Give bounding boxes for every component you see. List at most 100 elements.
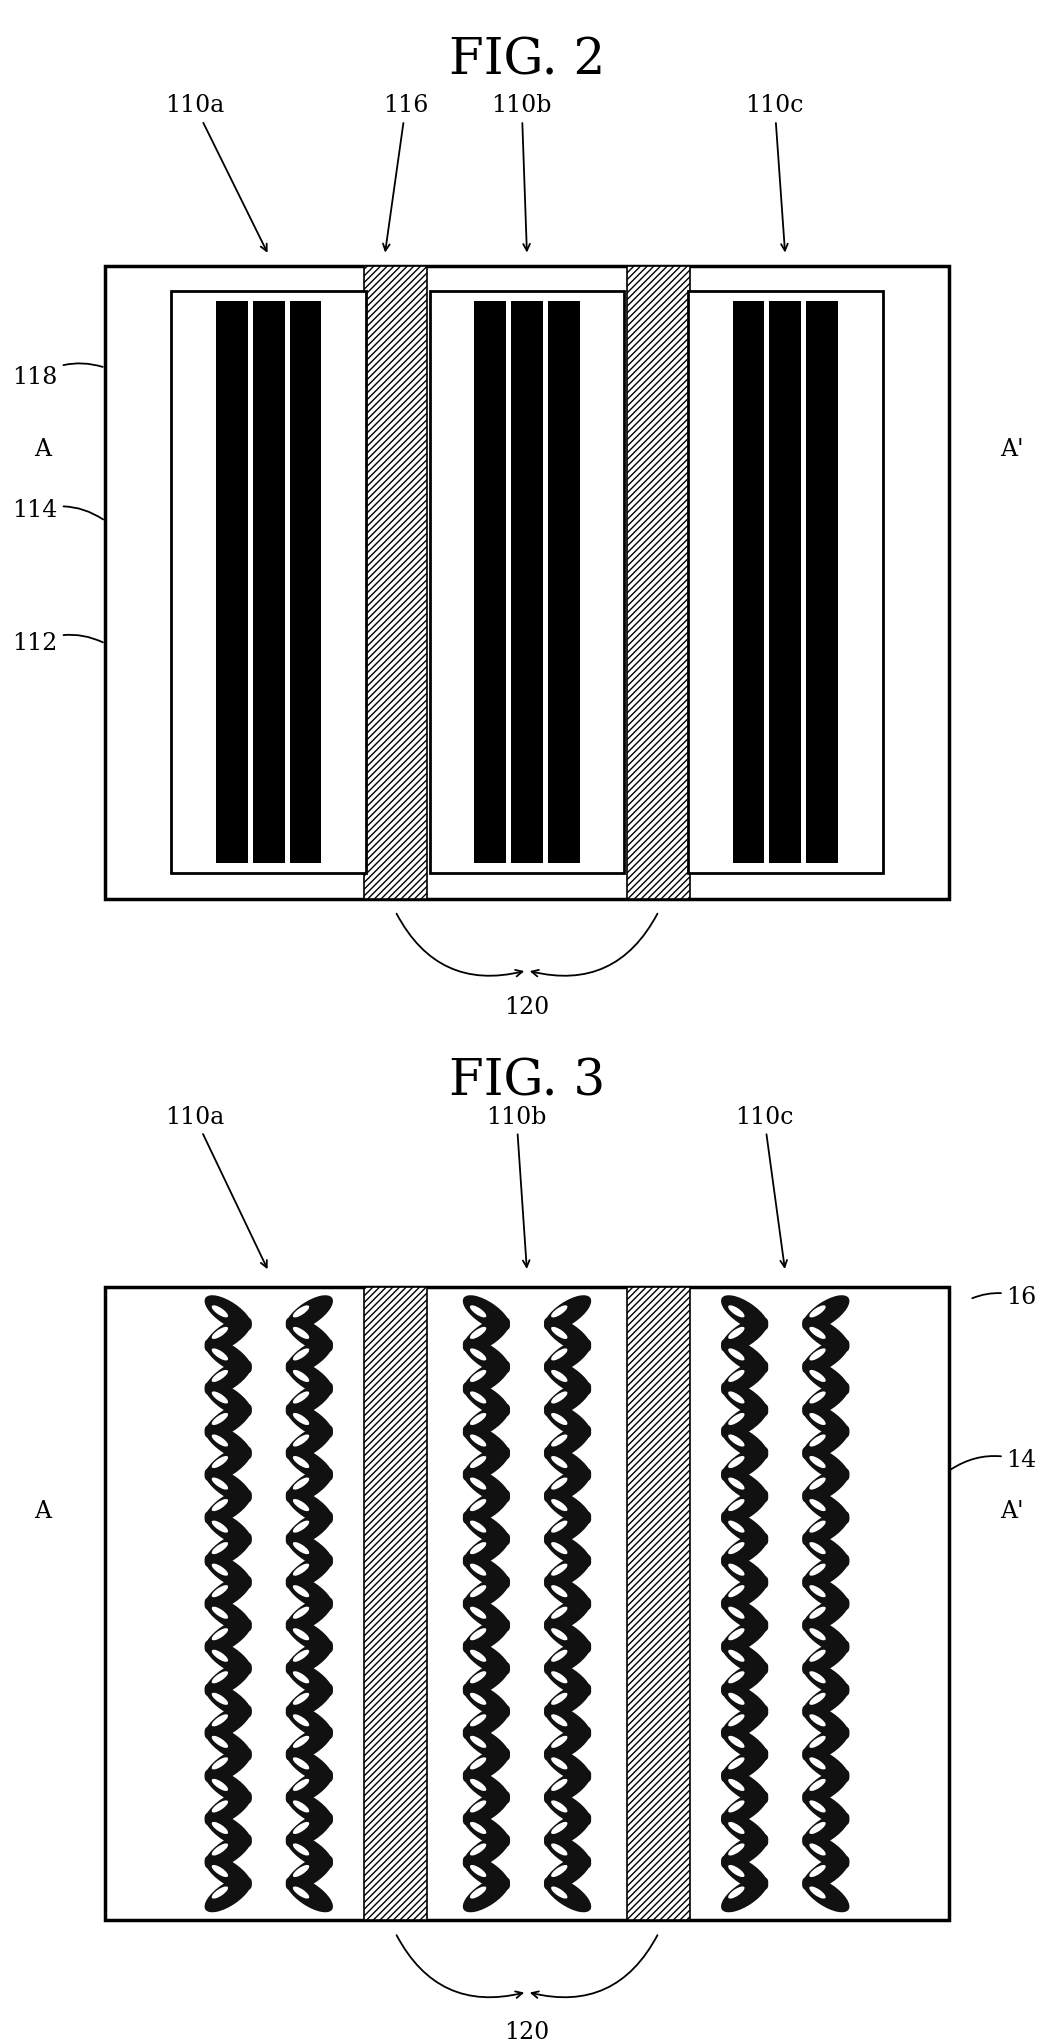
Ellipse shape <box>204 1833 252 1869</box>
Ellipse shape <box>286 1361 333 1395</box>
Ellipse shape <box>293 1305 309 1318</box>
Ellipse shape <box>204 1790 252 1826</box>
Ellipse shape <box>809 1671 825 1683</box>
Ellipse shape <box>802 1747 850 1784</box>
Ellipse shape <box>809 1865 825 1878</box>
Ellipse shape <box>286 1726 333 1761</box>
Ellipse shape <box>802 1361 850 1395</box>
Text: 118: 118 <box>13 364 102 390</box>
Text: 14: 14 <box>951 1448 1037 1473</box>
Ellipse shape <box>802 1510 850 1547</box>
Ellipse shape <box>551 1477 567 1489</box>
Text: A': A' <box>1000 437 1023 462</box>
Ellipse shape <box>802 1596 850 1632</box>
Ellipse shape <box>809 1694 825 1704</box>
Ellipse shape <box>544 1575 591 1612</box>
Ellipse shape <box>544 1704 591 1741</box>
Ellipse shape <box>293 1563 309 1575</box>
Ellipse shape <box>470 1477 486 1489</box>
Ellipse shape <box>544 1446 591 1481</box>
Ellipse shape <box>802 1704 850 1741</box>
Ellipse shape <box>551 1779 567 1792</box>
Bar <box>434 1303 619 1904</box>
Ellipse shape <box>802 1553 850 1589</box>
Ellipse shape <box>212 1326 228 1338</box>
Ellipse shape <box>463 1726 510 1761</box>
Ellipse shape <box>551 1628 567 1641</box>
Ellipse shape <box>470 1886 486 1898</box>
Ellipse shape <box>721 1726 768 1761</box>
Ellipse shape <box>728 1843 744 1855</box>
Ellipse shape <box>463 1489 510 1524</box>
Text: A': A' <box>1000 1500 1023 1524</box>
Ellipse shape <box>551 1500 567 1512</box>
Ellipse shape <box>802 1661 850 1698</box>
Ellipse shape <box>551 1563 567 1575</box>
Text: 110b: 110b <box>486 1105 547 1267</box>
Ellipse shape <box>463 1747 510 1784</box>
Ellipse shape <box>293 1628 309 1641</box>
Ellipse shape <box>212 1757 228 1769</box>
Ellipse shape <box>802 1875 850 1912</box>
Ellipse shape <box>212 1520 228 1532</box>
Ellipse shape <box>470 1305 486 1318</box>
Ellipse shape <box>463 1467 510 1504</box>
Ellipse shape <box>470 1348 486 1361</box>
Ellipse shape <box>286 1747 333 1784</box>
Ellipse shape <box>470 1563 486 1575</box>
Bar <box>627 1287 690 1920</box>
Ellipse shape <box>293 1414 309 1426</box>
Ellipse shape <box>204 1553 252 1589</box>
Text: A: A <box>34 437 51 462</box>
Ellipse shape <box>470 1779 486 1792</box>
Ellipse shape <box>204 1532 252 1567</box>
Ellipse shape <box>293 1585 309 1598</box>
Ellipse shape <box>728 1714 744 1726</box>
Ellipse shape <box>286 1318 333 1352</box>
Ellipse shape <box>470 1800 486 1812</box>
Ellipse shape <box>204 1683 252 1718</box>
Ellipse shape <box>728 1391 744 1404</box>
Ellipse shape <box>470 1414 486 1426</box>
Bar <box>253 300 285 862</box>
Ellipse shape <box>728 1822 744 1835</box>
Text: FIG. 2: FIG. 2 <box>449 35 605 86</box>
Ellipse shape <box>470 1542 486 1555</box>
Ellipse shape <box>293 1391 309 1404</box>
Ellipse shape <box>721 1833 768 1869</box>
Ellipse shape <box>286 1833 333 1869</box>
Ellipse shape <box>204 1618 252 1655</box>
Ellipse shape <box>728 1886 744 1898</box>
Ellipse shape <box>293 1671 309 1683</box>
Ellipse shape <box>470 1628 486 1641</box>
Ellipse shape <box>470 1326 486 1338</box>
Ellipse shape <box>721 1404 768 1438</box>
Ellipse shape <box>551 1371 567 1381</box>
Ellipse shape <box>212 1457 228 1469</box>
Ellipse shape <box>212 1371 228 1381</box>
Ellipse shape <box>802 1790 850 1826</box>
Ellipse shape <box>809 1500 825 1512</box>
Ellipse shape <box>286 1381 333 1418</box>
Bar <box>627 266 690 899</box>
Ellipse shape <box>809 1714 825 1726</box>
Ellipse shape <box>721 1553 768 1589</box>
Ellipse shape <box>551 1649 567 1661</box>
Ellipse shape <box>286 1875 333 1912</box>
Ellipse shape <box>470 1391 486 1404</box>
Ellipse shape <box>212 1865 228 1878</box>
Ellipse shape <box>286 1683 333 1718</box>
Ellipse shape <box>551 1520 567 1532</box>
Ellipse shape <box>721 1318 768 1352</box>
Text: 110c: 110c <box>745 94 804 251</box>
Ellipse shape <box>544 1489 591 1524</box>
Ellipse shape <box>293 1737 309 1749</box>
Ellipse shape <box>544 1747 591 1784</box>
Ellipse shape <box>463 1404 510 1438</box>
Ellipse shape <box>728 1371 744 1381</box>
Ellipse shape <box>802 1833 850 1869</box>
Ellipse shape <box>212 1800 228 1812</box>
Ellipse shape <box>463 1553 510 1589</box>
Ellipse shape <box>212 1606 228 1618</box>
Ellipse shape <box>551 1348 567 1361</box>
